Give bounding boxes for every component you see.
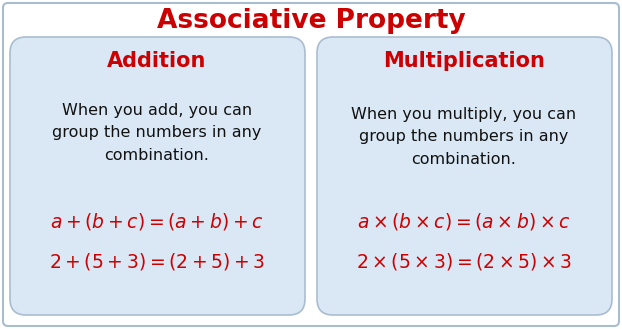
Text: Addition: Addition [108,51,207,71]
Text: Associative Property: Associative Property [157,8,465,34]
Text: $a\times(b\times c)=(a\times b)\times c$: $a\times(b\times c)=(a\times b)\times c$ [357,212,571,233]
Text: $2+(5+3)=(2+5)+3$: $2+(5+3)=(2+5)+3$ [49,251,265,272]
Text: When you add, you can
group the numbers in any
combination.: When you add, you can group the numbers … [52,103,262,163]
Text: When you multiply, you can
group the numbers in any
combination.: When you multiply, you can group the num… [351,107,577,167]
Text: $2\times(5\times3)=(2\times5)\times3$: $2\times(5\times3)=(2\times5)\times3$ [356,251,572,272]
FancyBboxPatch shape [3,3,619,326]
Text: Multiplication: Multiplication [383,51,545,71]
FancyBboxPatch shape [317,37,612,315]
Text: $a+(b+c)=(a+b)+c$: $a+(b+c)=(a+b)+c$ [50,212,264,233]
FancyBboxPatch shape [10,37,305,315]
